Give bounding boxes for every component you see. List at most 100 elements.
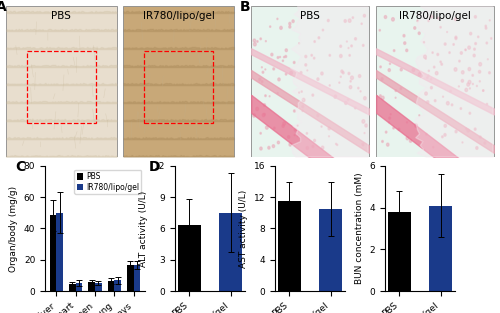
Circle shape bbox=[388, 69, 390, 72]
Circle shape bbox=[283, 122, 286, 125]
Circle shape bbox=[358, 74, 361, 78]
Circle shape bbox=[257, 41, 258, 42]
Circle shape bbox=[321, 72, 323, 75]
Circle shape bbox=[444, 134, 446, 136]
Circle shape bbox=[328, 19, 329, 22]
Circle shape bbox=[484, 142, 486, 144]
Circle shape bbox=[450, 90, 452, 92]
Circle shape bbox=[322, 29, 324, 31]
Bar bbox=[108, 281, 114, 291]
Circle shape bbox=[416, 126, 418, 128]
Circle shape bbox=[364, 97, 366, 100]
Circle shape bbox=[350, 76, 354, 80]
Circle shape bbox=[478, 36, 479, 38]
Circle shape bbox=[354, 38, 356, 40]
Circle shape bbox=[361, 23, 362, 24]
Circle shape bbox=[277, 93, 278, 94]
Circle shape bbox=[474, 16, 476, 18]
Circle shape bbox=[328, 136, 330, 137]
Circle shape bbox=[306, 132, 308, 134]
Circle shape bbox=[380, 95, 382, 97]
Circle shape bbox=[434, 100, 436, 102]
Circle shape bbox=[290, 71, 292, 74]
Circle shape bbox=[286, 73, 287, 75]
Circle shape bbox=[476, 146, 478, 149]
Circle shape bbox=[468, 46, 470, 49]
Circle shape bbox=[434, 66, 435, 68]
Circle shape bbox=[362, 120, 365, 123]
Circle shape bbox=[460, 108, 462, 110]
Circle shape bbox=[346, 41, 348, 42]
Bar bbox=[56, 213, 63, 291]
Circle shape bbox=[414, 124, 418, 127]
Circle shape bbox=[482, 90, 484, 91]
Circle shape bbox=[307, 70, 308, 71]
Circle shape bbox=[341, 70, 343, 73]
Circle shape bbox=[289, 22, 291, 25]
Circle shape bbox=[444, 43, 446, 45]
Circle shape bbox=[442, 96, 444, 97]
Circle shape bbox=[455, 37, 457, 40]
Circle shape bbox=[472, 83, 474, 85]
Circle shape bbox=[362, 145, 364, 146]
Circle shape bbox=[380, 66, 382, 68]
Circle shape bbox=[317, 78, 319, 80]
Text: C: C bbox=[15, 160, 25, 174]
Circle shape bbox=[340, 54, 342, 58]
Bar bbox=[134, 265, 140, 291]
Circle shape bbox=[254, 43, 256, 46]
Circle shape bbox=[428, 70, 430, 71]
Circle shape bbox=[312, 145, 314, 148]
Circle shape bbox=[364, 133, 365, 134]
Bar bbox=[50, 215, 56, 291]
Circle shape bbox=[400, 68, 402, 71]
Circle shape bbox=[467, 83, 469, 86]
Circle shape bbox=[461, 80, 464, 82]
Circle shape bbox=[420, 72, 422, 74]
Bar bbox=[27, 51, 96, 123]
Circle shape bbox=[348, 48, 349, 49]
Circle shape bbox=[384, 16, 386, 18]
Circle shape bbox=[360, 91, 361, 92]
Circle shape bbox=[282, 60, 284, 61]
Circle shape bbox=[436, 71, 438, 75]
Circle shape bbox=[297, 135, 298, 137]
Circle shape bbox=[467, 129, 469, 132]
Circle shape bbox=[398, 128, 400, 131]
Circle shape bbox=[465, 88, 468, 91]
Circle shape bbox=[455, 36, 457, 38]
Circle shape bbox=[395, 90, 396, 91]
Circle shape bbox=[404, 42, 406, 44]
Circle shape bbox=[386, 131, 387, 133]
Circle shape bbox=[441, 63, 442, 65]
Circle shape bbox=[485, 25, 486, 27]
Circle shape bbox=[344, 20, 346, 23]
Circle shape bbox=[395, 97, 396, 98]
Circle shape bbox=[485, 27, 487, 29]
Circle shape bbox=[440, 27, 441, 28]
Circle shape bbox=[294, 110, 296, 112]
Circle shape bbox=[300, 71, 302, 74]
Circle shape bbox=[265, 69, 266, 70]
Circle shape bbox=[410, 140, 412, 142]
Circle shape bbox=[252, 114, 256, 117]
Text: IR780/lipo/gel: IR780/lipo/gel bbox=[142, 11, 214, 21]
Circle shape bbox=[458, 86, 460, 87]
Circle shape bbox=[365, 124, 368, 127]
Circle shape bbox=[414, 27, 416, 29]
Circle shape bbox=[350, 80, 351, 82]
Y-axis label: Organ/body (mg/g): Organ/body (mg/g) bbox=[9, 185, 18, 272]
Circle shape bbox=[305, 55, 307, 58]
Circle shape bbox=[314, 139, 316, 142]
Circle shape bbox=[455, 130, 457, 133]
Circle shape bbox=[454, 18, 457, 21]
Circle shape bbox=[260, 132, 262, 134]
Circle shape bbox=[273, 68, 274, 70]
Circle shape bbox=[262, 71, 264, 73]
Bar bbox=[219, 213, 242, 291]
Circle shape bbox=[259, 78, 261, 81]
Circle shape bbox=[294, 61, 295, 64]
Circle shape bbox=[412, 69, 414, 72]
Circle shape bbox=[469, 112, 470, 114]
Circle shape bbox=[264, 113, 266, 115]
